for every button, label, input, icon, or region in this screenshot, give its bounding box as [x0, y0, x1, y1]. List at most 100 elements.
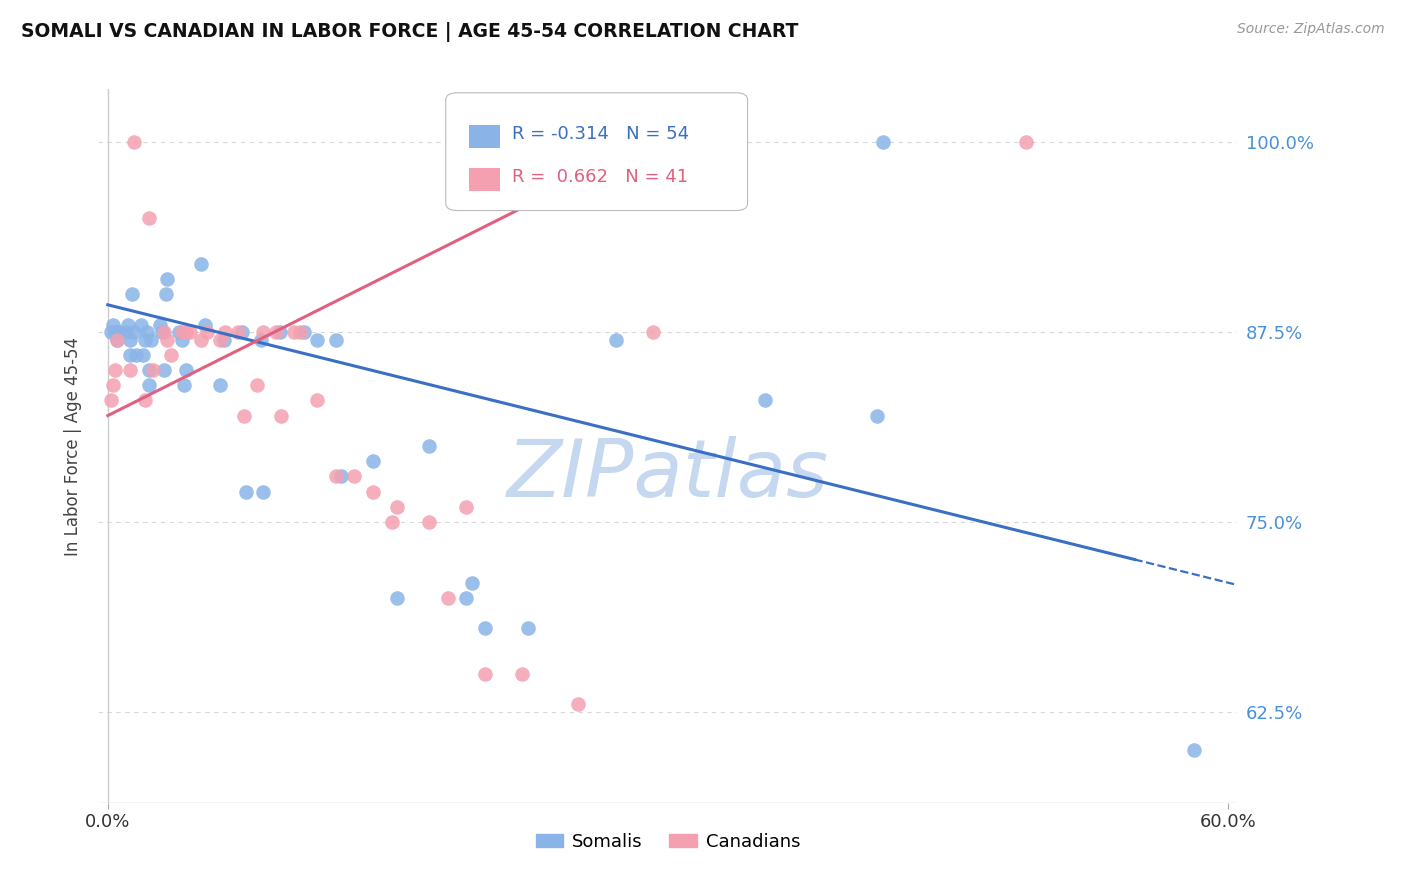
FancyBboxPatch shape: [468, 125, 501, 148]
Point: [516, 621, 538, 635]
Point: [108, 325, 131, 339]
Point: [173, 378, 195, 392]
Point: [330, 469, 353, 483]
Point: [474, 621, 496, 635]
Point: [156, 272, 179, 286]
Point: [138, 363, 160, 377]
Point: [103, 318, 125, 332]
Point: [195, 325, 218, 339]
Point: [510, 666, 533, 681]
Point: [283, 325, 305, 339]
Point: [361, 484, 384, 499]
Point: [754, 393, 776, 408]
Point: [142, 363, 165, 377]
Point: [117, 318, 139, 332]
Point: [474, 666, 496, 681]
Point: [155, 287, 177, 301]
Point: [246, 378, 269, 392]
Point: [100, 325, 122, 339]
Point: [190, 257, 212, 271]
Point: [456, 591, 478, 605]
Point: [214, 325, 236, 339]
Point: [252, 325, 274, 339]
Point: [231, 325, 253, 339]
Point: [325, 333, 347, 347]
Point: [385, 591, 408, 605]
Point: [361, 454, 384, 468]
Point: [179, 325, 201, 339]
Point: [103, 378, 125, 392]
Text: SOMALI VS CANADIAN IN LABOR FORCE | AGE 45-54 CORRELATION CHART: SOMALI VS CANADIAN IN LABOR FORCE | AGE …: [21, 22, 799, 42]
Point: [120, 363, 142, 377]
Point: [150, 325, 173, 339]
Legend: Somalis, Canadians: Somalis, Canadians: [529, 826, 807, 858]
Point: [208, 333, 231, 347]
Point: [269, 325, 291, 339]
Point: [174, 325, 197, 339]
Point: [250, 333, 273, 347]
Point: [167, 325, 190, 339]
Point: [125, 348, 148, 362]
Point: [120, 348, 142, 362]
Point: [252, 484, 274, 499]
Point: [235, 484, 257, 499]
Point: [134, 333, 156, 347]
Text: R = -0.314   N = 54: R = -0.314 N = 54: [512, 125, 689, 143]
Point: [174, 363, 197, 377]
Point: [138, 378, 160, 392]
Point: [152, 325, 174, 339]
Point: [385, 500, 408, 514]
Text: R =  0.662   N = 41: R = 0.662 N = 41: [512, 168, 688, 186]
Point: [121, 287, 143, 301]
Point: [132, 348, 155, 362]
Point: [120, 333, 142, 347]
Point: [288, 325, 311, 339]
Point: [1015, 136, 1038, 150]
Point: [115, 325, 138, 339]
Point: [149, 318, 172, 332]
Y-axis label: In Labor Force | Age 45-54: In Labor Force | Age 45-54: [65, 336, 83, 556]
Point: [292, 325, 315, 339]
Point: [1182, 742, 1205, 756]
Point: [456, 500, 478, 514]
Point: [605, 333, 627, 347]
Point: [264, 325, 287, 339]
Point: [270, 409, 292, 423]
Point: [139, 333, 162, 347]
Point: [172, 325, 194, 339]
Point: [105, 325, 128, 339]
Point: [208, 378, 231, 392]
Point: [305, 333, 328, 347]
Point: [233, 409, 256, 423]
Point: [122, 136, 145, 150]
Point: [436, 591, 458, 605]
Point: [156, 333, 179, 347]
Point: [190, 333, 212, 347]
Point: [122, 325, 145, 339]
Point: [872, 136, 894, 150]
FancyBboxPatch shape: [468, 168, 501, 191]
Point: [228, 325, 250, 339]
Text: Source: ZipAtlas.com: Source: ZipAtlas.com: [1237, 22, 1385, 37]
Point: [105, 333, 128, 347]
Point: [343, 469, 366, 483]
Point: [305, 393, 328, 408]
Point: [212, 333, 235, 347]
Point: [172, 333, 194, 347]
Point: [131, 318, 153, 332]
Point: [866, 409, 889, 423]
Point: [104, 325, 127, 339]
Point: [136, 325, 159, 339]
Point: [418, 439, 440, 453]
Point: [100, 393, 122, 408]
Point: [138, 211, 160, 226]
Point: [380, 515, 402, 529]
Point: [105, 333, 128, 347]
Point: [325, 469, 347, 483]
Text: ZIPatlas: ZIPatlas: [506, 435, 830, 514]
Point: [194, 318, 217, 332]
Point: [641, 325, 664, 339]
Point: [104, 363, 127, 377]
Point: [418, 515, 440, 529]
Point: [134, 393, 156, 408]
